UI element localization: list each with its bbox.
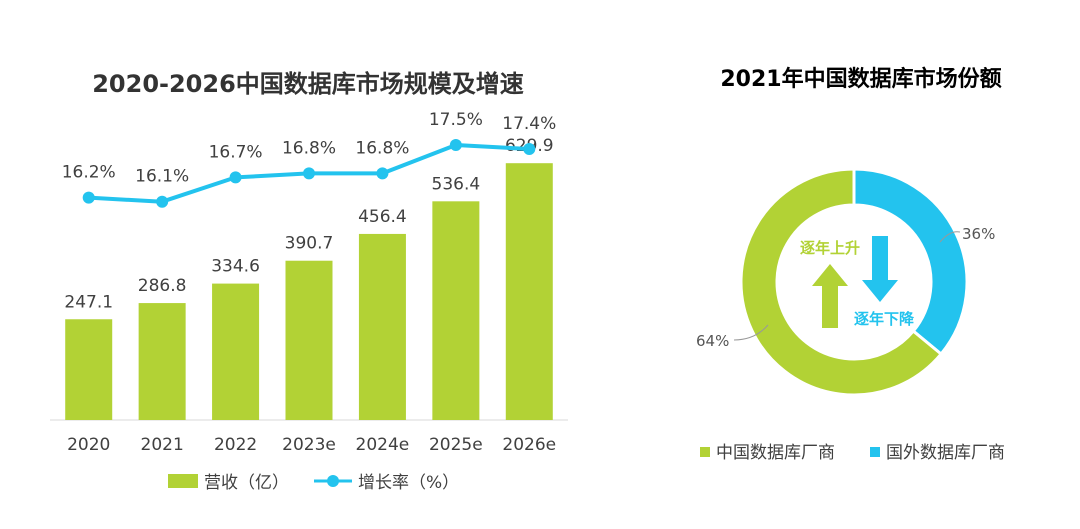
growth-point-2021: [156, 195, 169, 208]
donut-chart: 36% 64%: [696, 167, 995, 397]
growth-label-2023e: 16.8%: [282, 138, 336, 158]
bar-value-label-2023e: 390.7: [285, 234, 334, 254]
up-arrow-icon: [812, 264, 848, 328]
x-tick-2024e: 2024e: [356, 435, 410, 455]
legend-swatch-domestic: [700, 447, 710, 457]
left-chart-title: 2020-2026中国数据库市场规模及增速: [92, 70, 524, 98]
bar-value-label-2022: 334.6: [211, 257, 260, 277]
up-arrow-annotation: 逐年上升: [800, 239, 860, 328]
leader-line-domestic: [733, 324, 769, 341]
right-chart-title: 2021年中国数据库市场份额: [720, 66, 1001, 92]
x-tick-2022: 2022: [214, 435, 257, 455]
bar-2025e: [432, 201, 480, 420]
donut-slice-36: [852, 167, 969, 357]
donut-slice-64: [739, 167, 944, 397]
pct-label-domestic: 64%: [696, 332, 729, 350]
down-arrow-annotation: 逐年下降: [854, 236, 915, 328]
growth-label-2026e: 17.4%: [502, 114, 556, 134]
legend-label-domestic: 中国数据库厂商: [716, 443, 835, 463]
right-legend: 中国数据库厂商 国外数据库厂商: [700, 443, 1005, 463]
left-legend: 营收（亿） 增长率（%）: [168, 473, 459, 493]
growth-label-2021: 16.1%: [135, 167, 189, 187]
growth-point-2023e: [303, 167, 315, 180]
bar-2022: [212, 283, 260, 420]
growth-point-2025e: [449, 139, 462, 151]
bar-2023e: [285, 260, 333, 420]
bar-2024e: [358, 233, 406, 420]
down-arrow-label: 逐年下降: [854, 310, 915, 328]
legend-label-growth: 增长率（%）: [358, 473, 459, 493]
growth-point-2020: [82, 191, 95, 204]
legend-swatch-foreign: [870, 447, 880, 457]
growth-point-2024e: [376, 167, 389, 180]
up-arrow-label: 逐年上升: [800, 239, 860, 257]
pct-label-foreign: 36%: [962, 225, 995, 243]
bar-value-label-2021: 286.8: [138, 276, 187, 296]
legend-marker-growth: [327, 475, 339, 487]
bar-2020: [65, 319, 113, 420]
growth-label-2025e: 17.5%: [429, 110, 483, 130]
growth-point-2026e: [523, 143, 536, 156]
x-tick-2026e: 2026e: [502, 435, 556, 455]
bar-value-label-2025e: 536.4: [432, 174, 481, 194]
growth-label-2024e: 16.8%: [355, 138, 409, 158]
bar-value-label-2024e: 456.4: [358, 207, 407, 227]
growth-point-2022: [229, 171, 242, 184]
x-tick-2023e: 2023e: [282, 435, 336, 455]
down-arrow-icon: [862, 236, 898, 302]
growth-label-2022: 16.7%: [209, 142, 263, 162]
bar-value-label-2020: 247.1: [64, 292, 113, 312]
legend-swatch-revenue: [168, 474, 198, 488]
x-tick-2025e: 2025e: [429, 435, 483, 455]
bar-2026e: [505, 163, 553, 420]
leader-line-foreign: [939, 231, 961, 243]
x-tick-2020: 2020: [67, 435, 110, 455]
x-tick-labels: 2020 2021 2022 2023e 2024e 2025e 2026e: [67, 435, 556, 455]
legend-label-revenue: 营收（亿）: [204, 473, 289, 493]
x-tick-2021: 2021: [141, 435, 184, 455]
growth-label-2020: 16.2%: [62, 163, 116, 183]
legend-label-foreign: 国外数据库厂商: [886, 443, 1005, 463]
line-series: 16.2% 16.1% 16.7% 16.8% 16.8% 17.5% 17.4%: [62, 110, 556, 208]
bar-2021: [138, 303, 186, 420]
